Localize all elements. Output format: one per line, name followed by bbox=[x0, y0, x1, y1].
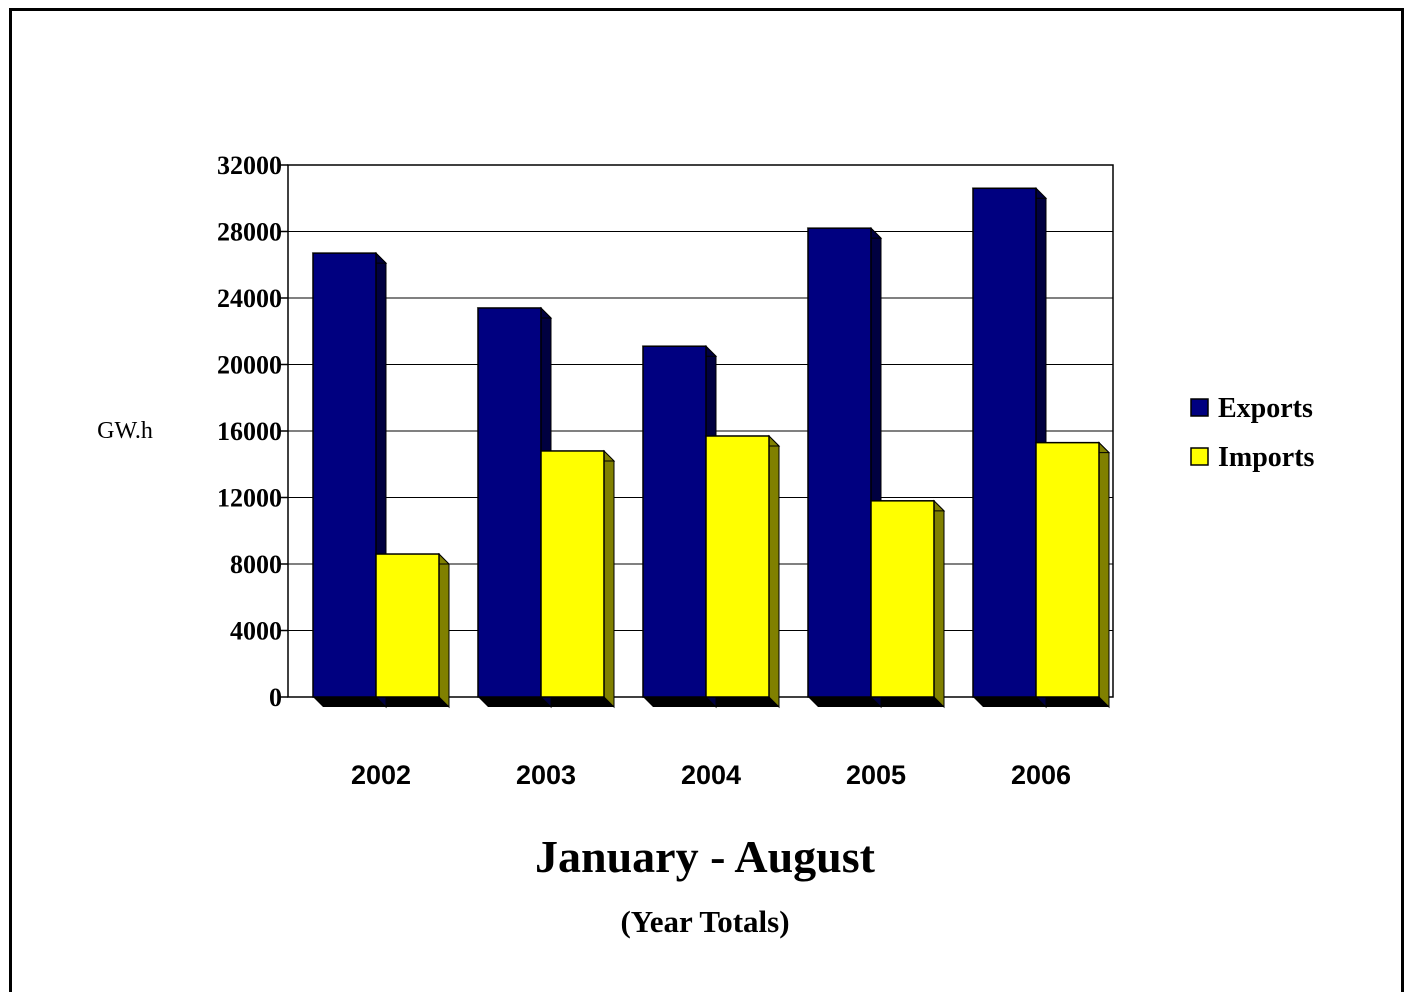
y-tick-label: 4000 bbox=[230, 617, 282, 646]
x-tick-label: 2006 bbox=[1011, 760, 1071, 790]
legend-label-imports: Imports bbox=[1218, 442, 1315, 473]
y-tick-label: 20000 bbox=[217, 351, 282, 380]
bar-exports-2004 bbox=[642, 345, 707, 698]
legend-label-exports: Exports bbox=[1218, 393, 1313, 424]
x-tick-label: 2005 bbox=[846, 760, 906, 790]
legend-swatch-imports bbox=[1190, 447, 1209, 466]
y-tick-label: 16000 bbox=[217, 417, 282, 446]
bar-imports-2002 bbox=[375, 553, 440, 698]
legend-swatch-exports bbox=[1190, 398, 1209, 417]
bar-side-imports-2004 bbox=[768, 434, 780, 709]
y-tick-label: 32000 bbox=[217, 151, 282, 180]
bar-side-imports-2006 bbox=[1098, 441, 1110, 709]
chart-subtitle: (Year Totals) bbox=[620, 904, 789, 939]
x-tick-label: 2002 bbox=[351, 760, 411, 790]
bar-imports-2004 bbox=[705, 435, 770, 698]
bar-side-imports-2005 bbox=[933, 499, 945, 709]
y-tick-label: 8000 bbox=[230, 550, 282, 579]
y-tick-label: 24000 bbox=[217, 284, 282, 313]
axes: 0 4000 8000 12000 16000 20000 24000 28000 32000 2… bbox=[217, 151, 1071, 790]
x-tick-label: 2004 bbox=[681, 760, 741, 790]
y-tick-label: 28000 bbox=[217, 218, 282, 247]
bar-exports-2002 bbox=[312, 252, 377, 698]
y-tick-label: 12000 bbox=[217, 484, 282, 513]
bar-imports-2005 bbox=[870, 500, 935, 698]
bars bbox=[311, 187, 1111, 709]
bar-side-imports-2002 bbox=[438, 552, 450, 709]
bar-exports-2005 bbox=[807, 227, 872, 698]
legend: Exports Imports bbox=[1190, 393, 1315, 473]
bar-exports-2003 bbox=[477, 307, 542, 698]
chart-title: January - August bbox=[535, 831, 876, 882]
y-tick-label: 0 bbox=[269, 683, 282, 712]
bar-side-imports-2003 bbox=[603, 449, 615, 709]
bar-exports-2006 bbox=[972, 187, 1037, 698]
bar-imports-2006 bbox=[1035, 441, 1100, 698]
bar-imports-2003 bbox=[540, 450, 605, 698]
y-axis-label: GW.h bbox=[97, 418, 153, 444]
x-tick-label: 2003 bbox=[516, 760, 576, 790]
